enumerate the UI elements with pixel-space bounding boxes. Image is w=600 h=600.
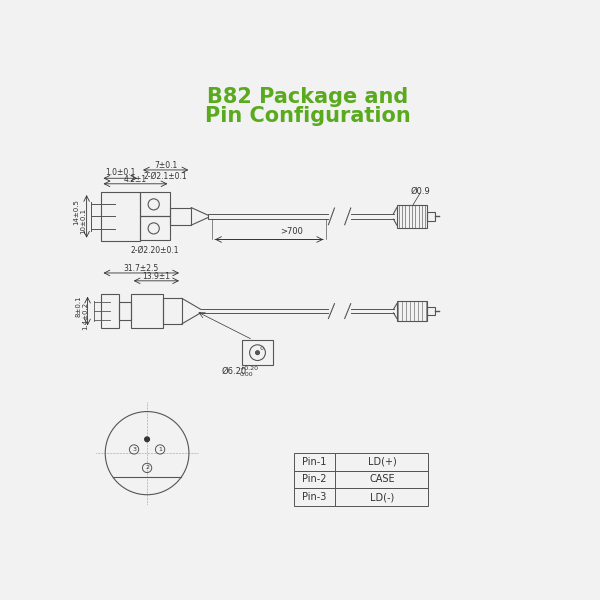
Text: 4.2±1: 4.2±1 [124,175,147,184]
Circle shape [145,437,149,442]
Text: +0.20: +0.20 [239,366,258,371]
Text: Pin Configuration: Pin Configuration [205,106,410,126]
Bar [163,298,182,324]
Text: LD(+): LD(+) [368,457,396,467]
Text: 7±0.1: 7±0.1 [154,161,178,170]
Circle shape [256,351,259,355]
Text: Pin-1: Pin-1 [302,457,326,467]
Text: 1: 1 [158,447,162,452]
Text: 3: 3 [132,447,136,452]
Text: 2-Ø2.1±0.1: 2-Ø2.1±0.1 [144,172,187,181]
Text: 31.7±2.5: 31.7±2.5 [124,264,159,273]
Bar [119,302,131,320]
Bar [101,294,119,328]
Text: 14±0.5: 14±0.5 [73,199,79,224]
Text: CASE: CASE [369,475,395,484]
Bar [242,340,272,365]
Text: 2-Ø2.20±0.1: 2-Ø2.20±0.1 [131,246,179,255]
Text: Ø6.20: Ø6.20 [221,367,247,376]
Text: 10±0.1: 10±0.1 [80,208,86,234]
Text: 2: 2 [145,466,149,470]
Text: 13.9±1: 13.9±1 [142,272,170,281]
Text: Pin-3: Pin-3 [302,492,326,502]
Text: B82 Package and: B82 Package and [207,88,408,107]
Text: Pin-2: Pin-2 [302,475,327,484]
Bar [293,471,428,488]
Text: 8±0.1: 8±0.1 [75,296,81,317]
Bar [140,193,170,217]
Bar [397,205,427,228]
Bar [170,208,191,225]
Bar [397,301,427,322]
Text: Ø0.9: Ø0.9 [410,187,430,196]
Bar [293,488,428,506]
Bar [293,453,428,471]
Bar [101,192,140,241]
Bar [131,294,163,328]
Bar [140,217,170,241]
Text: 1.4±0.2: 1.4±0.2 [82,302,88,330]
Bar [427,307,436,315]
Bar [427,212,436,221]
Text: 0.00: 0.00 [239,371,253,377]
Text: 1.0±0.1: 1.0±0.1 [105,168,136,177]
Text: >700: >700 [280,227,302,236]
Text: LD(-): LD(-) [370,492,394,502]
